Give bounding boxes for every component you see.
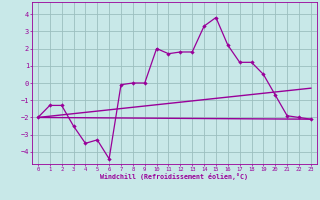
X-axis label: Windchill (Refroidissement éolien,°C): Windchill (Refroidissement éolien,°C) (100, 173, 248, 180)
